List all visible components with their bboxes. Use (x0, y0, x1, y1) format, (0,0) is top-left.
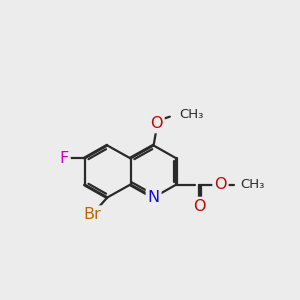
Text: F: F (60, 151, 69, 166)
Text: O: O (214, 177, 227, 192)
Text: O: O (193, 199, 205, 214)
Text: Br: Br (83, 207, 101, 222)
Text: O: O (150, 116, 163, 131)
Text: N: N (148, 190, 160, 205)
Text: CH₃: CH₃ (179, 108, 203, 121)
Text: CH₃: CH₃ (241, 178, 265, 191)
